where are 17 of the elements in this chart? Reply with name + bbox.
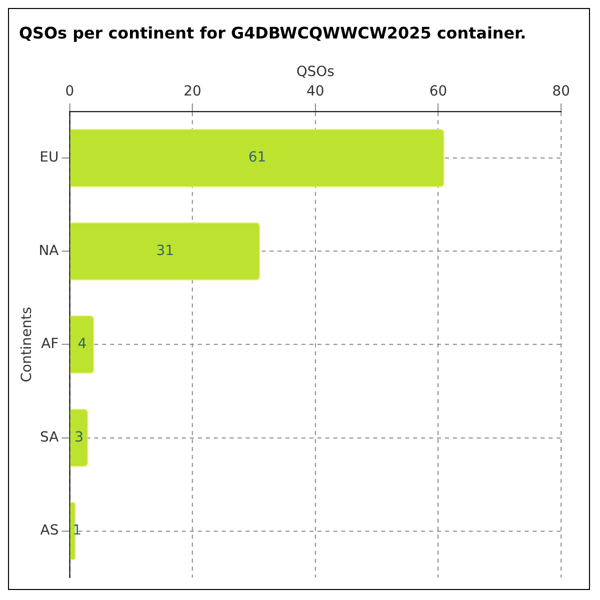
x-tick-label: 20 [184,84,202,100]
x-tick-label: 0 [65,84,74,100]
x-tick-label: 80 [552,84,570,100]
y-tick-label: SA [40,429,60,446]
x-tick-label: 40 [306,84,324,100]
x-tick-label: 60 [429,84,448,100]
y-tick-label: AS [40,522,59,539]
x-axis-title: QSOs [296,64,334,80]
data-label: 3 [74,429,84,446]
chart-title: QSOs per continent for G4DBWCQWWCW2025 container. [18,24,526,43]
data-label: 31 [156,242,174,259]
y-tick-label: NA [38,242,60,259]
data-label: 61 [248,150,266,166]
data-label: 4 [78,336,87,352]
y-tick-label: AF [41,336,59,352]
y-axis-title: Continents [18,306,35,382]
y-tick-label: EU [40,150,59,166]
